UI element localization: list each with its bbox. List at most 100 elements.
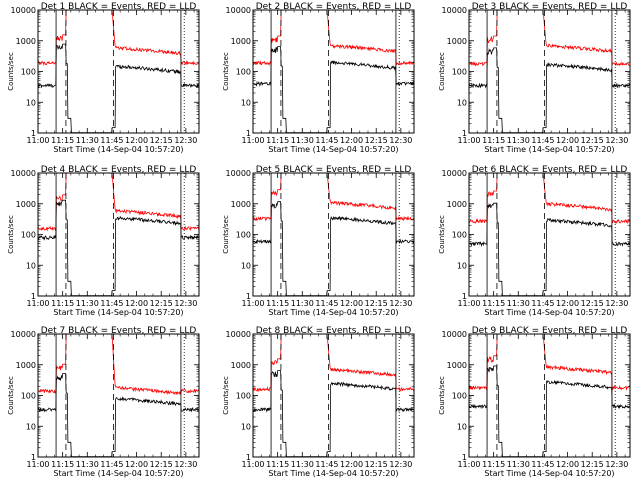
x-tick-label: 11:30 <box>291 460 314 469</box>
series-lld <box>469 173 630 225</box>
y-tick-label: 1 <box>462 292 467 301</box>
y-axis-label: Counts/sec <box>438 52 446 91</box>
y-axis-label: Counts/sec <box>7 215 15 254</box>
plot-frame <box>37 172 200 297</box>
x-tick-label: 12:00 <box>556 460 579 469</box>
panel-det-4: Det 4 BLACK = Events, RED = LLD 1 10 100 100… <box>7 165 200 317</box>
x-tick-label: 12:30 <box>605 299 628 308</box>
y-axis-label: Counts/sec <box>7 376 15 415</box>
x-tick-label: 11:00 <box>457 136 480 145</box>
x-tick-label: 11:30 <box>76 136 99 145</box>
y-tick-label: 10 <box>241 261 251 270</box>
panel-det-3: Det 3 BLACK = Events, RED = LLD 1 10 100 100… <box>438 2 631 154</box>
y-tick-label: 10 <box>26 261 36 270</box>
y-tick-label: 10000 <box>442 330 467 339</box>
y-axis-label: Counts/sec <box>7 52 15 91</box>
series-events <box>253 46 414 133</box>
x-axis-label: Start Time (14-Sep-04 10:57:20) <box>53 145 183 154</box>
x-tick-label: 12:00 <box>340 460 363 469</box>
plot-frame <box>468 172 631 297</box>
y-tick-label: 10000 <box>226 169 251 178</box>
series-events <box>469 365 630 457</box>
y-axis-label: Counts/sec <box>438 215 446 254</box>
y-tick-label: 1000 <box>16 200 36 209</box>
x-tick-label: 12:15 <box>581 136 604 145</box>
x-tick-label: 12:15 <box>581 460 604 469</box>
y-tick-label: 10 <box>457 98 467 107</box>
y-tick-label: 100 <box>21 392 36 401</box>
y-tick-label: 10 <box>26 98 36 107</box>
x-tick-label: 12:30 <box>605 460 628 469</box>
x-tick-label: 11:45 <box>531 299 554 308</box>
y-tick-label: 100 <box>236 68 251 77</box>
x-tick-label: 12:00 <box>556 136 579 145</box>
series-events <box>469 202 630 296</box>
x-tick-label: 12:15 <box>365 460 388 469</box>
x-tick-label: 11:45 <box>315 460 338 469</box>
y-tick-label: 1000 <box>231 200 251 209</box>
x-tick-label: 12:30 <box>174 460 197 469</box>
x-tick-label: 11:00 <box>457 299 480 308</box>
x-axis-label: Start Time (14-Sep-04 10:57:20) <box>53 308 183 317</box>
series-events <box>469 47 630 133</box>
x-tick-label: 11:00 <box>241 460 264 469</box>
panel-det-1: Det 1 BLACK = Events, RED = LLD 1 10 100 100… <box>7 2 200 154</box>
x-axis-label: Start Time (14-Sep-04 10:57:20) <box>268 145 398 154</box>
x-tick-label: 11:45 <box>100 460 123 469</box>
y-tick-label: 1000 <box>447 37 467 46</box>
x-tick-label: 12:15 <box>581 299 604 308</box>
x-tick-label: 11:30 <box>76 460 99 469</box>
panel-title: Det 3 BLACK = Events, RED = LLD <box>472 2 628 12</box>
y-tick-label: 1 <box>462 453 467 462</box>
y-tick-label: 1 <box>246 292 251 301</box>
x-tick-label: 12:30 <box>174 136 197 145</box>
x-axis-label: Start Time (14-Sep-04 10:57:20) <box>268 469 398 478</box>
y-tick-label: 100 <box>452 231 467 240</box>
x-tick-label: 12:15 <box>150 460 173 469</box>
panel-det-9: Det 9 BLACK = Events, RED = LLD 1 10 100 100… <box>438 326 631 478</box>
x-tick-label: 11:15 <box>51 460 74 469</box>
x-tick-label: 11:15 <box>482 460 505 469</box>
x-tick-label: 11:00 <box>26 136 49 145</box>
x-tick-label: 12:00 <box>340 299 363 308</box>
panel-title: Det 6 BLACK = Events, RED = LLD <box>472 165 628 175</box>
x-tick-label: 11:15 <box>266 299 289 308</box>
plot-frame <box>252 333 415 458</box>
x-tick-label: 12:00 <box>556 299 579 308</box>
y-tick-label: 10 <box>241 98 251 107</box>
x-tick-label: 11:00 <box>26 460 49 469</box>
y-tick-label: 10000 <box>442 6 467 15</box>
x-tick-label: 11:30 <box>291 136 314 145</box>
y-tick-label: 100 <box>452 392 467 401</box>
x-tick-label: 11:15 <box>51 136 74 145</box>
y-tick-label: 1000 <box>447 361 467 370</box>
x-axis-label: Start Time (14-Sep-04 10:57:20) <box>484 469 614 478</box>
panel-title: Det 4 BLACK = Events, RED = LLD <box>41 165 197 175</box>
x-tick-label: 11:30 <box>507 460 530 469</box>
panel-det-8: Det 8 BLACK = Events, RED = LLD 1 10 100 100… <box>222 326 415 478</box>
series-events <box>38 199 199 296</box>
y-tick-label: 1 <box>31 292 36 301</box>
y-tick-label: 1 <box>31 453 36 462</box>
y-tick-label: 10000 <box>226 6 251 15</box>
series-lld <box>253 334 414 393</box>
x-tick-label: 11:45 <box>315 299 338 308</box>
x-tick-label: 12:15 <box>365 136 388 145</box>
plot-frame <box>468 333 631 458</box>
panel-title: Det 9 BLACK = Events, RED = LLD <box>472 326 628 336</box>
x-tick-label: 11:45 <box>531 460 554 469</box>
x-tick-label: 11:00 <box>241 136 264 145</box>
y-tick-label: 10 <box>457 261 467 270</box>
panel-det-5: Det 5 BLACK = Events, RED = LLD 1 10 100 100… <box>222 165 415 317</box>
x-tick-label: 11:30 <box>76 299 99 308</box>
y-tick-label: 10 <box>457 422 467 431</box>
panel-title: Det 5 BLACK = Events, RED = LLD <box>256 165 412 175</box>
x-tick-label: 11:45 <box>315 136 338 145</box>
y-tick-label: 100 <box>236 392 251 401</box>
x-axis-label: Start Time (14-Sep-04 10:57:20) <box>484 308 614 317</box>
y-axis-label: Counts/sec <box>438 376 446 415</box>
y-tick-label: 100 <box>452 68 467 77</box>
y-tick-label: 1000 <box>231 37 251 46</box>
series-lld <box>38 334 199 396</box>
